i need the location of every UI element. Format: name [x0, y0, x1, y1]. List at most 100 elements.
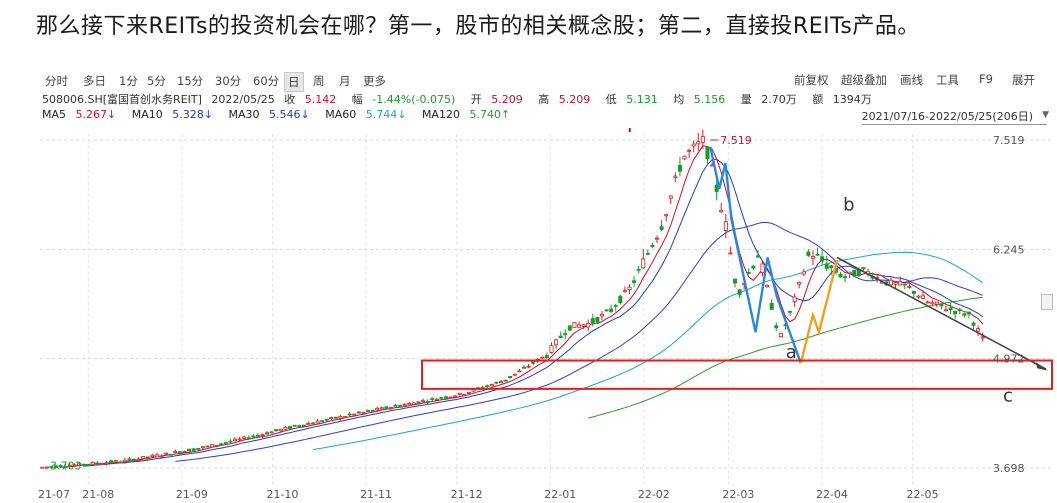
candle-body [434, 398, 439, 401]
x-tick-label: 21-12 [451, 488, 483, 501]
candle-body [329, 417, 334, 420]
ma30-label: MA30 [228, 108, 260, 121]
amount-value: 1394万 [832, 93, 872, 106]
x-tick-label: 21-09 [176, 488, 208, 501]
wave-b-label: b [843, 194, 854, 215]
candle-body [95, 462, 100, 465]
candle-body [778, 332, 783, 338]
candle-body [457, 392, 462, 395]
high-price-label: 7.519 [720, 134, 752, 147]
candle-body [214, 444, 219, 447]
period-分时[interactable]: 分时 [45, 74, 68, 88]
candle-body [911, 291, 916, 294]
candle-body [421, 400, 426, 403]
low-price-label: 3.703 [50, 460, 82, 473]
candle-body [219, 443, 224, 446]
ma30-legend: MA30 5.546↓ [228, 108, 315, 121]
candle-body [306, 423, 311, 425]
candle-body [971, 322, 976, 326]
candle-body [365, 410, 370, 412]
candle-body [788, 310, 793, 313]
period-5min[interactable]: 5分 [147, 74, 166, 88]
candle-body [655, 237, 660, 240]
open-value: 5.209 [491, 93, 523, 106]
tools-button[interactable]: 工具 [936, 73, 959, 87]
y-tick-label: 6.245 [993, 243, 1025, 256]
candle-body [402, 404, 407, 406]
candle-body [953, 310, 958, 315]
candle-body [297, 425, 302, 427]
period-day[interactable]: 日 [284, 72, 304, 92]
candle-body [503, 379, 508, 382]
candle-body [769, 302, 774, 310]
avg-label: 均 [673, 93, 685, 106]
period-week[interactable]: 周 [313, 74, 325, 88]
candle-body [255, 434, 260, 437]
period-60min[interactable]: 60分 [253, 74, 280, 88]
axis-labels: 21-07 21-08 21-09 21-10 21-11 21-12 22-01 22-02… [38, 134, 1025, 501]
candle-body [751, 265, 756, 269]
candle-body [549, 345, 554, 353]
candle-body [67, 465, 72, 467]
y-tick-label: 4.972 [993, 353, 1025, 366]
candle-body [820, 256, 825, 262]
candle-body [173, 451, 178, 453]
candle-body [283, 426, 288, 430]
candle-body [338, 416, 343, 419]
candle-body [370, 409, 375, 412]
overlay-button[interactable]: 超级叠加 [841, 73, 887, 87]
candle-body [86, 463, 91, 466]
candle-body [737, 289, 742, 295]
grid-lines [40, 134, 1051, 488]
period-30min[interactable]: 30分 [215, 74, 242, 88]
candle-body [237, 438, 242, 441]
candle-body [599, 313, 604, 317]
date-range[interactable]: 2021/07/16-2022/05/25(206日) ▼ [861, 108, 1049, 125]
candle-body [177, 451, 182, 454]
candle-body [567, 325, 572, 331]
candle-body [292, 424, 297, 427]
candle-body [448, 396, 453, 399]
candle-body [466, 392, 471, 394]
quote-date: 2022/05/25 [211, 93, 275, 106]
candle-body [489, 384, 494, 387]
candle-body [76, 462, 81, 467]
volume-label: 量 [740, 93, 752, 106]
period-month[interactable]: 月 [339, 74, 351, 88]
candle-body [265, 432, 270, 435]
ma120-line [588, 296, 983, 419]
candle-body [824, 263, 829, 269]
period-15min[interactable]: 15分 [177, 74, 204, 88]
x-tick-label: 22-01 [544, 488, 576, 501]
candle-body [944, 309, 949, 312]
period-多日[interactable]: 多日 [83, 74, 106, 88]
candle-body [205, 445, 210, 448]
x-tick-label: 21-08 [82, 488, 114, 501]
date-range-text: 2021/07/16-2022/05/25(206日) [861, 110, 1033, 123]
x-tick-label: 21-11 [360, 488, 392, 501]
adjust-forward-button[interactable]: 前复权 [794, 73, 829, 87]
period-1min[interactable]: 1分 [119, 74, 138, 88]
side-scroll-handle[interactable] [1041, 294, 1053, 310]
f9-button[interactable]: F9 [979, 72, 993, 86]
candle-body [939, 303, 944, 307]
candle-body [40, 466, 45, 469]
period-more[interactable]: 更多 [363, 74, 386, 88]
open-label: 开 [470, 93, 482, 106]
candle-body [393, 404, 398, 407]
candle-body [572, 322, 577, 328]
candle-body [191, 448, 196, 451]
candle-body [228, 440, 233, 443]
candle-body [948, 307, 953, 310]
candle-body [898, 281, 903, 286]
candle-body [343, 416, 348, 419]
code-name: 508006.SH[富国首创水务REIT] [42, 93, 202, 106]
candle-body [916, 295, 921, 298]
candle-body [682, 155, 687, 160]
x-tick-label: 22-03 [722, 488, 754, 501]
draw-line-button[interactable]: 画线 [900, 73, 923, 87]
candle-body [590, 318, 595, 324]
candle-body [677, 165, 682, 172]
candle-body [843, 276, 848, 279]
expand-button[interactable]: 展开 [1012, 73, 1035, 87]
